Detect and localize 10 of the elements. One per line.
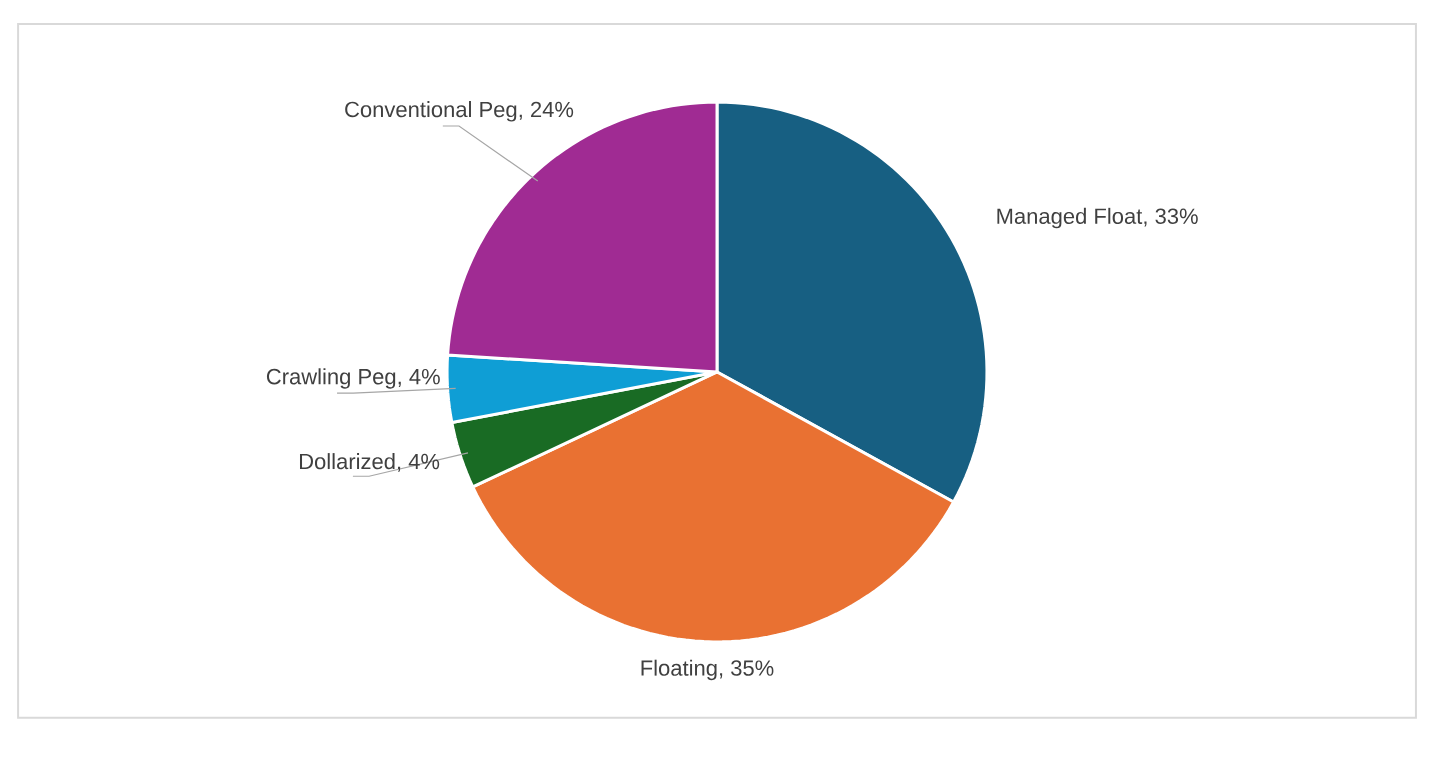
data-label: , 4%	[397, 453, 440, 472]
slice-label: Dollarized	[299, 453, 395, 470]
slice-label: Crawling Peg	[266, 368, 396, 389]
slice-label: Floating	[641, 659, 717, 681]
slice-label: Conventional Peg	[345, 101, 517, 122]
slice-label: Managed Float	[997, 207, 1143, 229]
data-label: , 35%	[719, 660, 774, 679]
data-label: , 4%	[398, 368, 440, 388]
data-label: , 33%	[1144, 208, 1198, 227]
data-label: , 24%	[519, 101, 574, 120]
